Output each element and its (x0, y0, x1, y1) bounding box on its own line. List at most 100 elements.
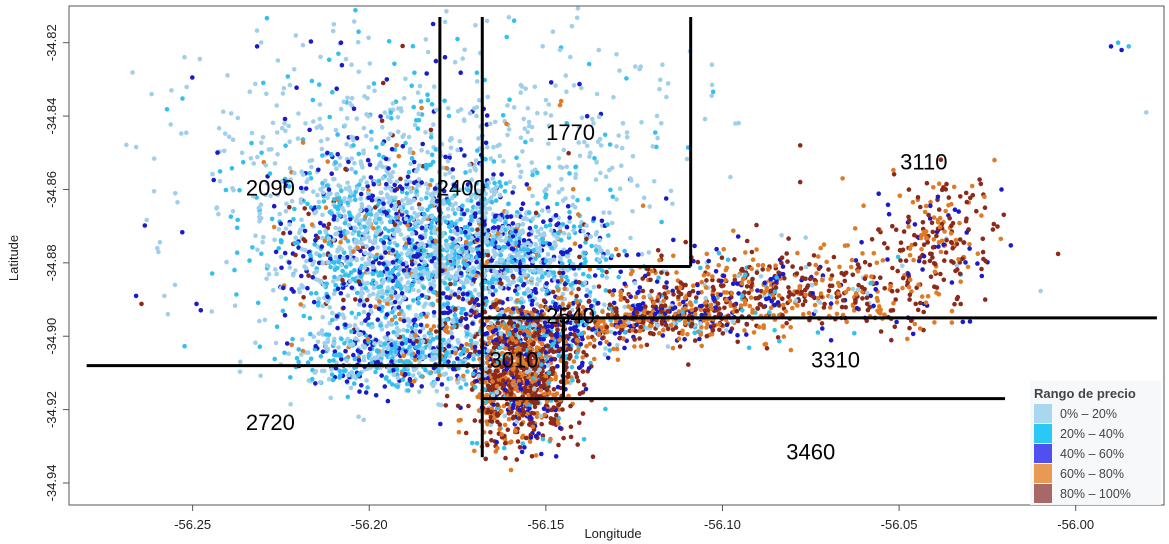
data-point (532, 84, 538, 89)
data-point (363, 318, 368, 323)
data-point (556, 442, 561, 448)
data-point (271, 224, 277, 230)
data-point (602, 352, 608, 357)
data-point (431, 310, 437, 315)
data-point (463, 229, 468, 235)
data-point (686, 362, 691, 367)
data-point (281, 285, 286, 291)
data-point (518, 90, 523, 95)
data-point (380, 196, 386, 202)
data-point (508, 467, 514, 473)
data-point (523, 336, 529, 342)
data-point (474, 70, 480, 75)
data-point (557, 270, 562, 276)
data-point (499, 339, 505, 344)
data-point (412, 122, 418, 128)
data-point (337, 213, 343, 219)
data-point (468, 217, 474, 223)
data-point (370, 193, 376, 199)
data-point (274, 130, 280, 135)
data-point (259, 251, 264, 257)
data-point (515, 298, 520, 303)
data-point (312, 370, 318, 375)
data-point (539, 287, 545, 292)
data-point (281, 230, 286, 236)
data-point (433, 329, 439, 334)
data-point (469, 236, 474, 241)
data-point (341, 99, 347, 105)
data-point (175, 200, 180, 205)
data-point (229, 166, 235, 171)
data-point (381, 261, 386, 267)
data-point (505, 427, 511, 433)
data-point (343, 264, 349, 270)
data-point (424, 323, 430, 329)
data-point (283, 143, 288, 148)
data-point (333, 160, 339, 165)
data-point (475, 237, 480, 243)
data-point (517, 408, 522, 413)
data-point (417, 359, 422, 364)
data-point (312, 242, 318, 247)
data-point (341, 368, 347, 374)
data-point (429, 178, 435, 183)
data-point (485, 280, 491, 285)
data-point (545, 343, 550, 349)
data-point (420, 349, 425, 355)
data-point (404, 191, 410, 196)
data-point (380, 304, 385, 310)
data-point (316, 199, 322, 205)
data-point (294, 85, 299, 90)
data-point (367, 205, 373, 211)
data-point (346, 273, 351, 278)
data-point (372, 88, 377, 94)
data-point (413, 328, 419, 333)
data-point (301, 237, 307, 242)
data-point (543, 192, 549, 198)
data-point (566, 346, 571, 352)
data-point (335, 132, 340, 137)
data-point (570, 286, 576, 292)
data-point (491, 225, 497, 230)
data-point (413, 230, 419, 236)
data-point (441, 337, 446, 343)
data-point (373, 280, 379, 286)
data-point (475, 227, 480, 232)
data-point (501, 378, 506, 383)
data-point (539, 226, 544, 232)
data-point (543, 97, 549, 103)
data-point (590, 116, 595, 122)
data-point (539, 421, 544, 427)
data-point (483, 456, 489, 462)
data-point (472, 384, 478, 390)
data-point (303, 266, 309, 271)
data-point (518, 278, 524, 284)
data-point (461, 260, 466, 266)
data-point (448, 376, 454, 381)
data-point (344, 358, 350, 364)
data-point (330, 89, 335, 95)
data-point (489, 199, 495, 205)
data-point (408, 161, 413, 166)
data-point (514, 223, 520, 228)
data-point (577, 420, 582, 426)
data-point (619, 163, 624, 168)
data-point (403, 76, 408, 82)
data-point (584, 113, 590, 119)
data-point (238, 359, 243, 365)
data-point (389, 317, 395, 323)
data-point (572, 205, 578, 210)
data-point (289, 342, 295, 348)
data-point (198, 308, 204, 313)
data-point (441, 291, 446, 296)
data-point (364, 297, 370, 303)
data-point (370, 271, 376, 276)
data-point (380, 291, 386, 296)
data-point (559, 277, 564, 283)
data-point (462, 225, 468, 230)
data-point (287, 230, 293, 235)
data-point (535, 276, 541, 282)
data-point (341, 250, 347, 255)
data-point (411, 318, 417, 323)
data-point (403, 337, 409, 342)
